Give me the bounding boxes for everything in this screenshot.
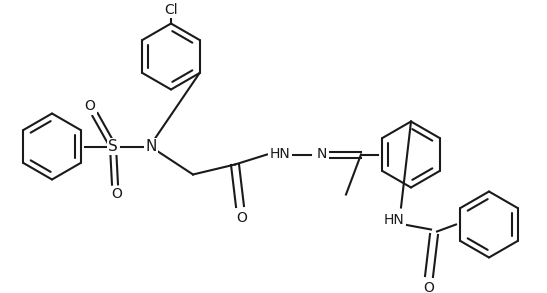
Text: HN: HN	[270, 147, 290, 161]
Text: N: N	[317, 147, 327, 161]
Text: Cl: Cl	[164, 3, 178, 16]
Text: S: S	[108, 139, 118, 154]
Text: O: O	[423, 282, 434, 293]
Text: O: O	[112, 188, 123, 202]
Text: O: O	[236, 212, 247, 226]
Text: HN: HN	[383, 214, 404, 227]
Text: N: N	[146, 139, 156, 154]
Text: O: O	[85, 100, 95, 113]
